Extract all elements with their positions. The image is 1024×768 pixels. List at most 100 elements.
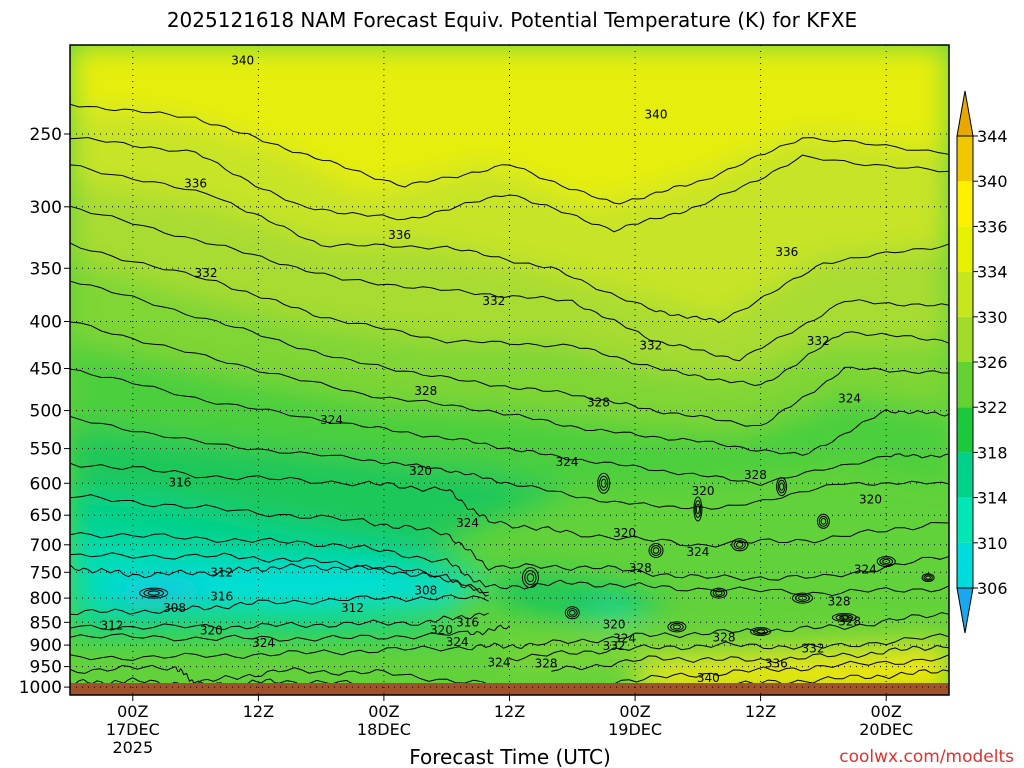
colorbar-swatch bbox=[957, 497, 973, 543]
y-tick-label: 250 bbox=[30, 125, 62, 145]
colorbar-tick-label: 322 bbox=[977, 398, 1008, 417]
contour-label: 320 bbox=[409, 464, 432, 478]
colorbar-swatch bbox=[957, 316, 973, 362]
colorbar-swatch bbox=[957, 362, 973, 408]
contour-label: 324 bbox=[446, 635, 469, 649]
contour-cell bbox=[753, 628, 769, 635]
contour-label: 328 bbox=[414, 384, 437, 398]
contour-cell bbox=[521, 567, 539, 589]
contour-label: 316 bbox=[210, 590, 233, 604]
colorbar-swatch bbox=[957, 136, 973, 182]
contour-cell bbox=[670, 622, 684, 631]
contour-cell bbox=[139, 587, 169, 599]
contour-label: 332 bbox=[807, 334, 830, 348]
contour-line bbox=[70, 368, 949, 487]
y-tick-label: 500 bbox=[30, 402, 62, 422]
contour-line bbox=[70, 664, 510, 687]
x-tick-label: 19DEC bbox=[608, 720, 662, 739]
surface-ground bbox=[70, 683, 949, 695]
x-tick-label: 20DEC bbox=[859, 720, 913, 739]
contour-line bbox=[70, 563, 489, 597]
contour-cell bbox=[712, 589, 725, 598]
colorbar-tick-label: 340 bbox=[977, 172, 1008, 191]
contour-label: 324 bbox=[556, 455, 579, 469]
credit-label: coolwx.com/modelts bbox=[839, 747, 1014, 767]
grid bbox=[70, 45, 949, 695]
y-tick-label: 400 bbox=[30, 313, 62, 333]
colorbar-tick-label: 334 bbox=[977, 263, 1008, 282]
y-tick-label: 750 bbox=[30, 563, 62, 583]
field-band bbox=[70, 45, 949, 207]
contour-cell bbox=[798, 595, 807, 601]
field-band bbox=[70, 179, 949, 378]
contour-label: 336 bbox=[765, 657, 788, 671]
contour-label: 328 bbox=[744, 468, 767, 482]
contour-cell bbox=[876, 556, 896, 567]
contour-label: 324 bbox=[686, 545, 709, 559]
contour-cell bbox=[715, 590, 723, 596]
contour-cell bbox=[839, 615, 850, 620]
contour-cell bbox=[650, 545, 662, 556]
contour-cell bbox=[600, 478, 607, 488]
contour-cell bbox=[818, 515, 829, 527]
colorbar-swatch bbox=[957, 226, 973, 272]
contour-line bbox=[70, 494, 949, 582]
contour-label: 328 bbox=[535, 656, 558, 670]
contour-cell bbox=[599, 475, 609, 491]
contour-label: 320 bbox=[692, 484, 715, 498]
colorbar-swatch bbox=[957, 271, 973, 317]
contour-cell bbox=[652, 547, 660, 554]
contour-cell bbox=[672, 624, 682, 630]
contour-label: 340 bbox=[231, 54, 254, 68]
contour-label: 336 bbox=[388, 228, 411, 242]
field-band bbox=[70, 109, 949, 322]
x-tick-label: 00Z bbox=[619, 702, 650, 721]
theta-e-field bbox=[70, 45, 949, 695]
contour-cell bbox=[569, 609, 576, 616]
contour-cell bbox=[776, 477, 788, 497]
contour-label: 324 bbox=[613, 631, 636, 645]
contour-label: 328 bbox=[587, 396, 610, 410]
contour-cell bbox=[795, 594, 810, 603]
contour-label: 332 bbox=[195, 266, 218, 280]
y-tick-label: 850 bbox=[30, 613, 62, 633]
contour-label: 312 bbox=[100, 619, 123, 633]
contour-cell bbox=[566, 608, 578, 618]
colorbar-tick-label: 326 bbox=[977, 353, 1008, 372]
contour-label: 332 bbox=[482, 294, 505, 308]
contour-cell bbox=[143, 589, 164, 598]
contour-label: 336 bbox=[184, 177, 207, 191]
y-tick-label: 1000 bbox=[19, 678, 62, 698]
y-tick-label: 550 bbox=[30, 440, 62, 460]
contour-label: 324 bbox=[252, 636, 275, 650]
contour-label: 316 bbox=[456, 616, 479, 630]
contour-cell bbox=[816, 513, 830, 529]
contour-cell bbox=[792, 592, 813, 604]
contour-label: 324 bbox=[488, 655, 511, 669]
contour-cell bbox=[693, 496, 703, 522]
contour-line bbox=[70, 624, 510, 642]
colorbar-tick-label: 318 bbox=[977, 443, 1008, 462]
contour-line bbox=[509, 633, 949, 662]
x-axis-label: Forecast Time (UTC) bbox=[409, 745, 611, 768]
contour-label: 312 bbox=[210, 565, 233, 579]
contour-cell bbox=[921, 573, 935, 583]
contour-line bbox=[551, 644, 949, 672]
colorbar-swatch bbox=[957, 407, 973, 453]
contour-line bbox=[613, 654, 949, 685]
x-tick-label: 00Z bbox=[871, 702, 902, 721]
field-band bbox=[70, 341, 949, 490]
contour-cell bbox=[695, 503, 701, 515]
contour-cell bbox=[526, 573, 535, 583]
contour-cell bbox=[648, 543, 664, 558]
contour-label: 324 bbox=[854, 563, 877, 577]
contour-cell bbox=[879, 557, 894, 566]
contour-label: 340 bbox=[697, 671, 720, 685]
colorbar-tick-label: 310 bbox=[977, 534, 1008, 553]
contour-line bbox=[70, 462, 949, 548]
x-tick-label: 18DEC bbox=[357, 720, 411, 739]
colorbar-tick-label: 314 bbox=[977, 489, 1008, 508]
y-tick-label: 600 bbox=[30, 474, 62, 494]
contour-cell bbox=[835, 614, 854, 621]
field-band bbox=[70, 426, 573, 545]
